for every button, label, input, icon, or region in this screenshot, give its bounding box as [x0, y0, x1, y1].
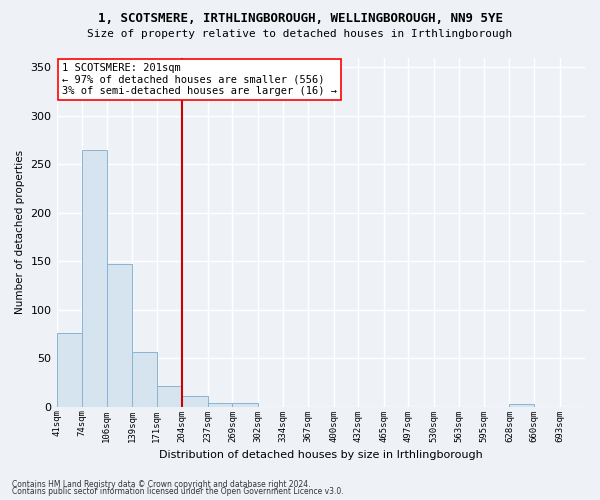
Text: 1 SCOTSMERE: 201sqm
← 97% of detached houses are smaller (556)
3% of semi-detach: 1 SCOTSMERE: 201sqm ← 97% of detached ho…: [62, 62, 337, 96]
Text: Size of property relative to detached houses in Irthlingborough: Size of property relative to detached ho…: [88, 29, 512, 39]
Bar: [132, 352, 157, 406]
Text: Contains public sector information licensed under the Open Government Licence v3: Contains public sector information licen…: [12, 488, 344, 496]
Bar: [208, 403, 232, 406]
Bar: [509, 404, 534, 406]
Text: 1, SCOTSMERE, IRTHLINGBOROUGH, WELLINGBOROUGH, NN9 5YE: 1, SCOTSMERE, IRTHLINGBOROUGH, WELLINGBO…: [97, 12, 503, 26]
Bar: [157, 386, 182, 406]
Bar: [56, 333, 82, 406]
X-axis label: Distribution of detached houses by size in Irthlingborough: Distribution of detached houses by size …: [159, 450, 482, 460]
Y-axis label: Number of detached properties: Number of detached properties: [15, 150, 25, 314]
Bar: [107, 264, 132, 406]
Bar: [182, 396, 208, 406]
Bar: [232, 403, 258, 406]
Text: Contains HM Land Registry data © Crown copyright and database right 2024.: Contains HM Land Registry data © Crown c…: [12, 480, 311, 489]
Bar: [82, 150, 107, 406]
